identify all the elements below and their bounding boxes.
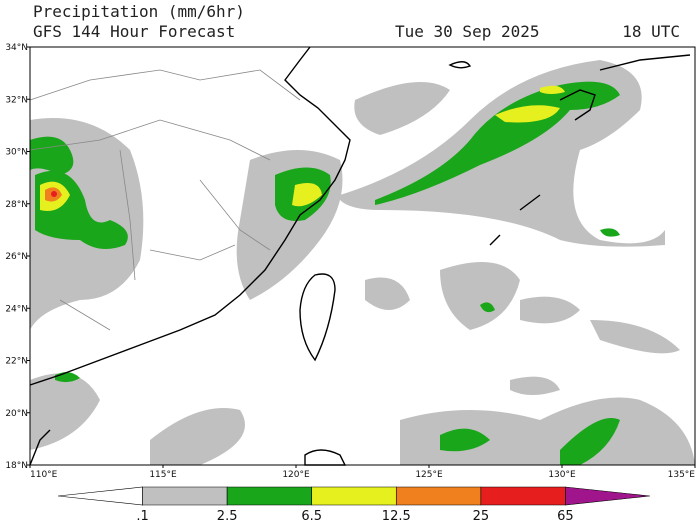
- lat-label: 24°N: [5, 304, 28, 314]
- lat-label: 18°N: [5, 461, 28, 471]
- colorbar-swatch: [565, 486, 651, 506]
- colorbar-label: .1: [136, 509, 148, 524]
- lat-label: 22°N: [5, 357, 28, 367]
- time: 18 UTC: [622, 22, 680, 41]
- colorbar-swatch: [311, 486, 397, 506]
- colorbar-swatch: [480, 486, 566, 506]
- lon-label: 120°E: [282, 470, 310, 480]
- lon-label: 135°E: [668, 470, 696, 480]
- colorbar: .1 2.5 6.5 12.5 25 65: [57, 486, 651, 524]
- colorbar-swatch: [142, 486, 228, 506]
- axes: 34°N 32°N 30°N 28°N 26°N 24°N 22°N 20°N 18°N110°…: [5, 43, 696, 480]
- lat-label: 20°N: [5, 409, 28, 419]
- lat-label: 30°N: [5, 148, 28, 158]
- subtitle: GFS 144 Hour Forecast: [33, 22, 235, 41]
- lat-label: 34°N: [5, 43, 28, 53]
- date: Tue 30 Sep 2025: [395, 22, 540, 41]
- lat-label: 32°N: [5, 95, 28, 105]
- colorbar-swatch: [226, 486, 313, 506]
- colorbar-swatch: [395, 486, 482, 506]
- colorbar-label: 6.5: [301, 509, 322, 524]
- lon-label: 125°E: [415, 470, 443, 480]
- colorbar-swatch: [57, 486, 143, 506]
- colorbar-label: 65: [557, 509, 574, 524]
- precip-extreme: [51, 191, 57, 197]
- lon-label: 115°E: [149, 470, 177, 480]
- precip-moderate: [30, 81, 620, 465]
- coastline: [29, 46, 691, 466]
- colorbar-label: 12.5: [382, 509, 411, 524]
- colorbar-label: 25: [473, 509, 490, 524]
- province-borders: [29, 69, 301, 331]
- precip-heavy: [40, 85, 565, 211]
- lon-label: 110°E: [30, 470, 58, 480]
- map: [29, 46, 696, 466]
- lat-label: 28°N: [5, 200, 28, 210]
- colorbar-label: 2.5: [217, 509, 238, 524]
- lon-label: 130°E: [548, 470, 576, 480]
- title: Precipitation (mm/6hr): [33, 2, 245, 21]
- lat-label: 26°N: [5, 252, 28, 262]
